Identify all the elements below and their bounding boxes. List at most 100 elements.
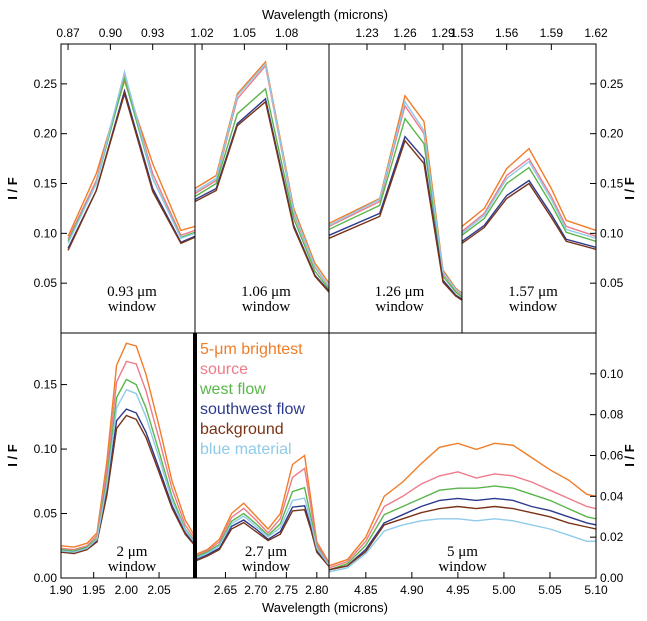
x-tick-label: 0.90 — [99, 26, 123, 40]
series-line-6 — [67, 69, 195, 244]
series-line-5 — [61, 414, 195, 555]
x-tick-label: 2.00 — [115, 583, 139, 597]
series-line-6 — [329, 100, 462, 295]
y-tick-label: 0.08 — [600, 408, 624, 422]
series-line-3 — [329, 117, 462, 298]
x-tick-label: 1.90 — [49, 583, 73, 597]
x-tick-label: 2.65 — [214, 583, 238, 597]
panel-4: 1.53 1.56 1.59 1.62 0.05 0.10 0.15 0.20 0.25 I / … — [450, 26, 637, 334]
series-line-2 — [61, 360, 195, 551]
series-line-1 — [462, 147, 596, 232]
y-axis-label: I / F — [622, 177, 637, 199]
y-tick-label: 0.10 — [34, 226, 58, 240]
panel-5: 1.90 1.95 2.00 2.05 0.00 0.05 0.10 0.15 I / F 2 μ… — [5, 332, 196, 597]
panel-window-label: window — [242, 299, 291, 315]
legend-entry: source — [200, 361, 248, 378]
y-tick-label: 0.10 — [600, 226, 624, 240]
series-line-3 — [462, 166, 596, 242]
x-tick-label: 1.62 — [584, 26, 608, 40]
series-line-2 — [329, 471, 596, 569]
x-tick-label: 2.05 — [147, 583, 171, 597]
series-line-6 — [329, 518, 596, 573]
panel-window-label: 2 μm — [117, 544, 148, 560]
x-tick-label: 2.75 — [275, 583, 299, 597]
legend-entry: 5-μm brightest — [200, 341, 303, 358]
series-line-4 — [61, 408, 195, 553]
panel-frame — [60, 332, 196, 579]
x-tick-label: 0.93 — [141, 26, 165, 40]
y-tick-label: 0.05 — [34, 507, 58, 521]
series-line-4 — [329, 497, 596, 571]
series-line-1 — [61, 342, 195, 548]
y-tick-label: 0.15 — [600, 177, 624, 191]
panel-window-label: window — [438, 559, 487, 575]
x-tick-label: 1.95 — [82, 583, 106, 597]
series-line-6 — [61, 388, 195, 553]
y-tick-label: 0.10 — [34, 442, 58, 456]
panel-window-label: window — [375, 299, 424, 315]
series-line-4 — [462, 179, 596, 248]
series-line-5 — [329, 139, 462, 301]
series-line-5 — [67, 91, 195, 251]
x-tick-label: 4.85 — [354, 583, 378, 597]
y-tick-label: 0.15 — [34, 378, 58, 392]
x-tick-label: 1.26 — [393, 26, 417, 40]
top-x-axis-label: Wavelength (microns) — [262, 7, 388, 22]
y-axis-label: I / F — [622, 444, 637, 466]
panel-window-label: 5 μm — [447, 544, 478, 560]
series-line-6 — [195, 497, 329, 566]
x-tick-label: 5.10 — [584, 583, 608, 597]
series-line-2 — [462, 157, 596, 237]
y-tick-label: 0.25 — [600, 77, 624, 91]
x-tick-label: 2.70 — [244, 583, 268, 597]
y-tick-label: 0.00 — [600, 571, 624, 585]
x-tick-label: 1.05 — [233, 26, 257, 40]
series-line-1 — [195, 454, 329, 563]
panel-window-label: window — [108, 559, 157, 575]
panel-window-label: 1.26 μm — [375, 284, 425, 300]
panel-window-label: window — [509, 299, 558, 315]
x-tick-label: 1.56 — [495, 26, 519, 40]
series-line-3 — [61, 378, 195, 552]
panel-window-label: window — [108, 299, 157, 315]
legend-entry: background — [200, 421, 284, 438]
y-tick-label: 0.02 — [600, 530, 624, 544]
series-line-5 — [462, 182, 596, 250]
series-line-5 — [195, 508, 329, 567]
y-tick-label: 0.10 — [600, 367, 624, 381]
x-tick-label: 5.05 — [538, 583, 562, 597]
x-tick-label: 1.29 — [431, 26, 455, 40]
y-tick-label: 0.25 — [34, 77, 58, 91]
x-tick-label: 2.80 — [305, 583, 329, 597]
y-tick-label: 0.15 — [34, 177, 58, 191]
bottom-x-axis-label: Wavelength (microns) — [262, 600, 388, 615]
y-axis-label: I / F — [5, 177, 20, 199]
series-line-3 — [329, 485, 596, 571]
x-tick-label: 4.95 — [446, 583, 470, 597]
y-tick-label: 0.05 — [600, 276, 624, 290]
legend: 5-μm brightest source west flow southwest f… — [199, 341, 305, 458]
x-tick-label: 1.23 — [355, 26, 379, 40]
series-line-6 — [462, 160, 596, 239]
y-tick-label: 0.06 — [600, 449, 624, 463]
y-tick-label: 0.00 — [34, 571, 58, 585]
series-line-3 — [195, 87, 329, 290]
series-line-6 — [195, 62, 329, 287]
series-line-5 — [329, 505, 596, 571]
panel-window-label: 0.93 μm — [107, 284, 157, 300]
legend-entry: west flow — [199, 381, 266, 398]
series-line-1 — [195, 60, 329, 284]
series-line-2 — [195, 467, 329, 565]
x-tick-label: 1.02 — [190, 26, 214, 40]
panel-window-label: 1.06 μm — [241, 284, 291, 300]
panel-window-label: window — [242, 559, 291, 575]
y-tick-label: 0.20 — [600, 127, 624, 141]
y-axis-label: I / F — [5, 444, 20, 466]
x-tick-label: 5.00 — [492, 583, 516, 597]
legend-entry: southwest flow — [200, 401, 305, 418]
x-tick-label: 1.53 — [450, 26, 474, 40]
